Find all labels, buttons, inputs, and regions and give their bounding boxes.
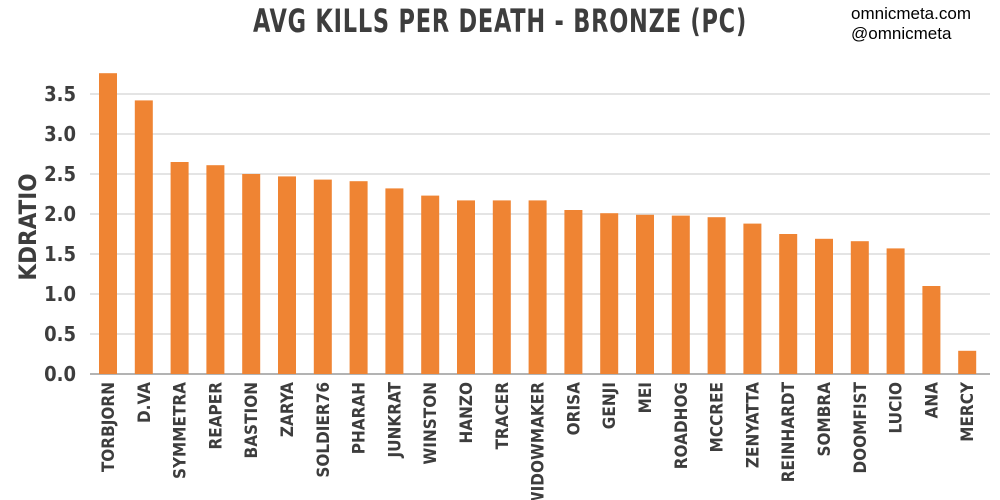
x-tick-label: MCCREE bbox=[708, 382, 728, 452]
x-tick-label: BASTION bbox=[242, 382, 262, 458]
x-tick-label: DOOMFIST bbox=[851, 381, 871, 473]
y-tick-label: 2.0 bbox=[44, 202, 76, 226]
bar-hanzo bbox=[457, 200, 475, 374]
bar-torbjorn bbox=[99, 73, 117, 374]
bar-mccree bbox=[707, 217, 726, 374]
bar-genji bbox=[600, 213, 619, 374]
x-tick-label: LUCIO bbox=[887, 382, 907, 433]
x-tick-label: MERCY bbox=[958, 381, 978, 442]
bar-orisa bbox=[564, 210, 583, 374]
bar-tracer bbox=[492, 200, 511, 374]
x-tick-label: PHARAH bbox=[350, 382, 370, 454]
bar-ana bbox=[922, 286, 941, 374]
credit-site: omnicmeta.com bbox=[851, 4, 971, 23]
bar-winston bbox=[421, 195, 440, 374]
chart-title: AVG KILLS PER DEATH - BRONZE (PC) bbox=[253, 2, 747, 40]
bar-widowmaker bbox=[528, 200, 547, 374]
x-tick-label: ROADHOG bbox=[672, 382, 692, 469]
y-tick-label: 0.5 bbox=[44, 322, 76, 346]
y-tick-label: 1.5 bbox=[44, 242, 76, 266]
x-tick-label: REAPER bbox=[206, 382, 226, 450]
x-tick-label: SOMBRA bbox=[815, 382, 835, 457]
x-tick-label: REINHARDT bbox=[779, 381, 799, 482]
bar-mercy bbox=[958, 350, 977, 374]
x-tick-label: WINSTON bbox=[421, 382, 441, 465]
y-tick-label: 1.0 bbox=[44, 282, 76, 306]
x-tick-label: HANZO bbox=[457, 382, 477, 444]
x-tick-label: D.VA bbox=[135, 382, 155, 423]
x-tick-label: JUNKRAT bbox=[385, 381, 405, 458]
x-tick-label: ZARYA bbox=[278, 382, 298, 437]
y-axis-label: KDRATIO bbox=[14, 173, 42, 280]
y-tick-label: 0.0 bbox=[44, 362, 76, 386]
bar-sombra bbox=[815, 238, 833, 374]
x-tick-label: SOLDIER76 bbox=[314, 382, 334, 478]
y-tick-label: 2.5 bbox=[44, 162, 76, 186]
bar-mei bbox=[636, 214, 654, 374]
bar-bastion bbox=[242, 174, 261, 374]
bar-soldier76 bbox=[313, 179, 332, 374]
credit-handle: @omnicmeta bbox=[851, 24, 952, 43]
bar-d-va bbox=[134, 100, 153, 375]
bar-junkrat bbox=[385, 188, 404, 374]
bar-symmetra bbox=[170, 162, 189, 374]
bar-zenyatta bbox=[743, 223, 762, 374]
bar-reaper bbox=[206, 165, 225, 374]
x-axis-ticks: TORBJORN D.VA SYMMETRA REAPER BASTION ZARYA SO… bbox=[99, 381, 978, 500]
x-tick-label: GENJI bbox=[600, 382, 620, 429]
x-tick-label: ANA bbox=[922, 382, 942, 419]
x-tick-label: MEI bbox=[636, 382, 656, 413]
x-tick-label: ZENYATTA bbox=[743, 382, 763, 468]
x-tick-label: SYMMETRA bbox=[171, 382, 191, 479]
y-tick-label: 3.5 bbox=[44, 82, 76, 106]
y-axis-ticks: 0.0 0.5 1.0 1.5 2.0 2.5 3.0 3.5 bbox=[44, 82, 76, 386]
bar-pharah bbox=[349, 181, 368, 374]
x-tick-label: TORBJORN bbox=[99, 382, 119, 472]
x-tick-label: WIDOWMAKER bbox=[529, 382, 549, 500]
x-tick-label: ORISA bbox=[564, 382, 584, 435]
x-tick-label: TRACER bbox=[493, 382, 513, 450]
bar-zarya bbox=[278, 176, 296, 374]
bar-reinhardt bbox=[779, 234, 798, 374]
bar-roadhog bbox=[671, 215, 690, 374]
y-tick-label: 3.0 bbox=[44, 122, 76, 146]
bar-doomfist bbox=[850, 241, 869, 374]
bar-lucio bbox=[886, 248, 905, 374]
bar-layer bbox=[99, 73, 977, 375]
